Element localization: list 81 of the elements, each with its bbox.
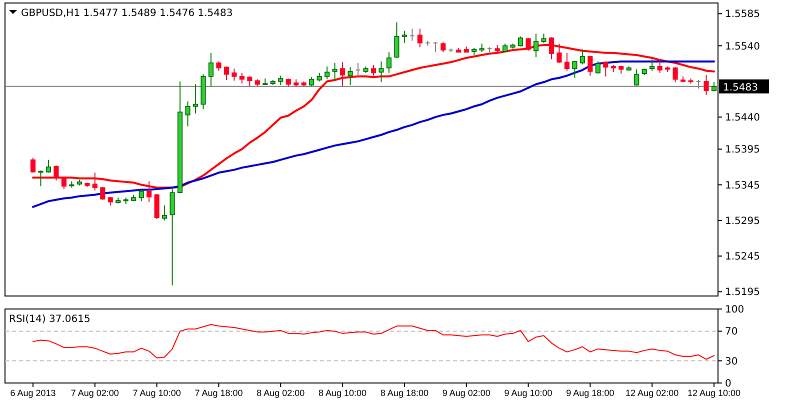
candlestick [672, 66, 678, 83]
candlestick [556, 43, 562, 64]
candlestick [588, 55, 593, 76]
candlestick [595, 60, 600, 74]
candlestick [192, 84, 198, 114]
candlestick [154, 194, 160, 220]
candlestick [711, 82, 717, 92]
candlestick [580, 48, 585, 65]
y-tick-label: 1.5540 [725, 41, 760, 52]
candlestick [572, 60, 578, 78]
candlestick [704, 74, 709, 96]
y-tick-label: 1.5440 [725, 112, 760, 124]
y-tick-label: 1.5195 [725, 287, 760, 298]
candlestick [170, 188, 175, 286]
y-tick-label: 1.5585 [725, 9, 760, 20]
candlestick [386, 52, 392, 74]
candlestick [216, 60, 222, 72]
x-tick-label: 8 Aug 18:00 [380, 388, 428, 398]
candlestick [38, 170, 44, 187]
candlestick [603, 60, 608, 77]
candlestick [146, 180, 152, 202]
candlestick [526, 37, 531, 52]
x-tick-label: 7 Aug 02:00 [70, 388, 119, 398]
text: RSI(14) 37.0615 [9, 314, 90, 325]
candlestick [92, 172, 98, 191]
candlestick [232, 68, 237, 82]
candlestick [278, 75, 284, 86]
candlestick [309, 76, 314, 87]
y-tick-label: 70 [725, 326, 738, 338]
candlestick [370, 64, 376, 76]
x-tick-label: 9 Aug 02:00 [442, 388, 490, 398]
y-tick-label: 100 [725, 304, 744, 316]
x-tick-label: 6 Aug 2013 [10, 388, 56, 398]
y-tick-label: 1.5245 [725, 252, 760, 263]
candlestick [332, 62, 338, 80]
candlestick [138, 189, 144, 202]
candlestick [518, 36, 524, 47]
candlestick [402, 30, 407, 44]
candlestick [548, 36, 554, 60]
candlestick [239, 72, 244, 84]
candlestick [340, 62, 346, 87]
x-tick-label: 8 Aug 02:00 [256, 388, 305, 398]
candlestick [100, 186, 106, 200]
candlestick [54, 165, 59, 182]
candlestick [394, 22, 400, 58]
candlestick [224, 66, 229, 80]
candlestick [417, 28, 422, 48]
x-tick-label: 9 Aug 10:00 [504, 388, 552, 398]
candlestick [541, 33, 546, 44]
y-tick-label: 1.5345 [725, 180, 760, 192]
candlestick [46, 159, 52, 174]
candlestick [324, 66, 330, 80]
x-tick-label: 12 Aug 10:00 [687, 388, 741, 398]
line-series [32, 324, 714, 360]
candlestick [432, 42, 438, 53]
candlestick [650, 58, 655, 72]
candlestick [162, 204, 168, 221]
candlestick [634, 68, 640, 86]
candlestick [61, 177, 66, 190]
candlestick [657, 60, 662, 74]
candlestick [533, 33, 539, 58]
y-tick-label: 1.5295 [725, 216, 760, 227]
x-tick-label: 7 Aug 10:00 [132, 388, 181, 398]
ref-line-label: 1.5483 [723, 82, 758, 94]
candlestick [185, 100, 190, 127]
candlestick [564, 52, 570, 72]
x-tick-label: 7 Aug 18:00 [194, 388, 243, 398]
candlestick [208, 52, 214, 87]
y-tick-label: 30 [725, 356, 738, 368]
candlestick [440, 42, 446, 53]
x-tick-label: 8 Aug 10:00 [318, 388, 367, 398]
candlestick [30, 157, 36, 174]
x-tick-label: 12 Aug 02:00 [626, 388, 679, 398]
candlestick [410, 28, 415, 42]
y-tick-label: 1.5395 [725, 144, 760, 156]
text: GBPUSD,H1 1.5477 1.5489 1.5476 1.5483 [21, 8, 233, 19]
x-tick-label: 9 Aug 18:00 [566, 388, 614, 398]
candlestick [348, 66, 353, 86]
candlestick [355, 62, 361, 77]
y-tick-label: 0 [725, 378, 732, 390]
candlestick [378, 60, 384, 83]
